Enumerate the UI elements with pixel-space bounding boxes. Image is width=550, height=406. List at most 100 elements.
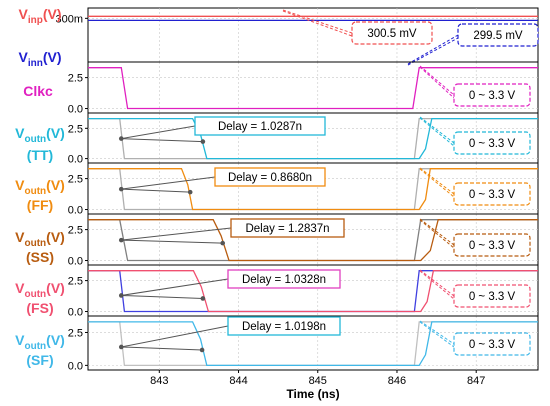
x-tick-label: 846 [388,375,406,387]
series-line [88,168,538,211]
panel-label: Vinn(V) [18,49,61,69]
panel-label: (FF) [27,197,53,213]
delay-leader-line [121,325,229,348]
series-line [88,270,538,313]
delay-label: Delay = 1.0198n [242,321,326,333]
y-tick-label: 0.0 [68,104,83,116]
y-tick-label: 0.0 [68,307,83,319]
delay-marker-line [121,346,203,351]
value-callout-box [453,284,531,308]
callout-leader-line [419,270,455,300]
delay-label-box [230,218,345,238]
callout-leader-line [407,37,459,66]
callout-leader-line [419,116,455,144]
callout-leader-line [419,168,455,198]
callout-leader-line [419,167,455,195]
delay-label-box [227,269,341,289]
delay-label: Delay = 1.2837n [245,223,329,235]
y-tick-label: 0.0 [68,256,83,268]
value-callout-label: 300.5 mV [367,28,417,40]
y-tick-label: 0.0 [68,154,83,166]
delay-marker-end [199,347,205,353]
y-tick-label: 0.0 [68,360,83,372]
delay-marker-start [118,136,124,141]
value-callout-box [457,23,539,47]
series-line [88,117,538,160]
value-callout-label: 0 ~ 3.3 V [469,90,516,102]
delay-label-box [227,316,341,336]
x-tick-label: 847 [467,375,485,387]
callout-leader-line [419,65,455,96]
y-tick-label: 300m [55,13,83,25]
delay-label-box [194,116,326,136]
panel-label: Voutn(V) [15,229,65,249]
delay-marker-line [121,138,203,143]
delay-marker-end [187,189,193,195]
x-tick-label: 845 [309,375,327,387]
panel-label: Voutn(V) [15,280,65,300]
callout-leader-line [419,321,455,348]
panel-label: (FS) [26,300,53,316]
delay-marker-end [200,139,206,144]
y-tick-label: 0.0 [68,205,83,217]
delay-marker-start [118,186,124,192]
y-tick-label: 2.5 [68,123,83,135]
delay-marker-end [200,296,206,301]
value-callout-box [453,332,531,356]
value-callout-box [453,233,531,257]
delay-marker-line [121,294,203,299]
panel-label: Voutn(V) [15,332,65,352]
callout-leader-line [282,10,353,37]
callout-leader-line [282,9,353,34]
delay-label-box [214,167,326,187]
value-callout-box [351,21,433,45]
value-callout-box [453,131,531,155]
x-axis-label: Time (ns) [286,387,339,401]
value-callout-label: 0 ~ 3.3 V [469,339,516,351]
callout-leader-line [419,269,455,297]
panel-label: (SF) [26,352,53,368]
panel-label: Voutn(V) [15,125,65,145]
plot-frame [87,7,539,371]
callout-leader-line [419,219,455,249]
delay-marker-start [118,237,124,243]
panel-label: (TT) [27,147,53,163]
delay-marker-start [118,293,124,298]
y-tick-label: 2.5 [68,225,83,237]
panel-label: Vinp(V) [18,6,61,26]
series-line [88,219,538,262]
series-line [88,67,538,110]
callout-leader-line [419,218,455,246]
value-callout-label: 0 ~ 3.3 V [469,189,516,201]
y-tick-label: 2.5 [68,73,83,85]
value-callout-label: 0 ~ 3.3 V [469,138,516,150]
delay-label: Delay = 0.8680n [228,172,312,184]
value-callout-label: 0 ~ 3.3 V [469,240,516,252]
y-tick-label: 2.5 [68,174,83,186]
x-tick-label: 844 [229,375,247,387]
value-callout-label: 299.5 mV [473,30,523,42]
callout-leader-line [419,117,455,147]
panel-label: (SS) [26,249,54,265]
y-tick-label: 2.5 [68,327,83,339]
delay-marker-start [118,344,124,350]
delay-label: Delay = 1.0328n [242,274,326,286]
delay-label: Delay = 1.0287n [218,121,302,133]
y-tick-label: 2.5 [68,276,83,288]
delay-leader-line [121,227,232,241]
value-callout-box [453,83,531,107]
delay-marker-line [121,239,223,244]
delay-leader-line [121,125,196,140]
delay-leader-line [121,278,229,296]
panel-label: Clkc [23,83,53,99]
value-callout-box [453,182,531,206]
callout-leader-line [419,66,455,99]
panel-label: Voutn(V) [15,177,65,197]
x-tick-label: 843 [150,375,168,387]
delay-leader-line [121,176,216,190]
value-callout-label: 0 ~ 3.3 V [469,291,516,303]
callout-leader-line [419,320,455,345]
series-line [88,321,538,367]
delay-marker-line [121,188,191,193]
